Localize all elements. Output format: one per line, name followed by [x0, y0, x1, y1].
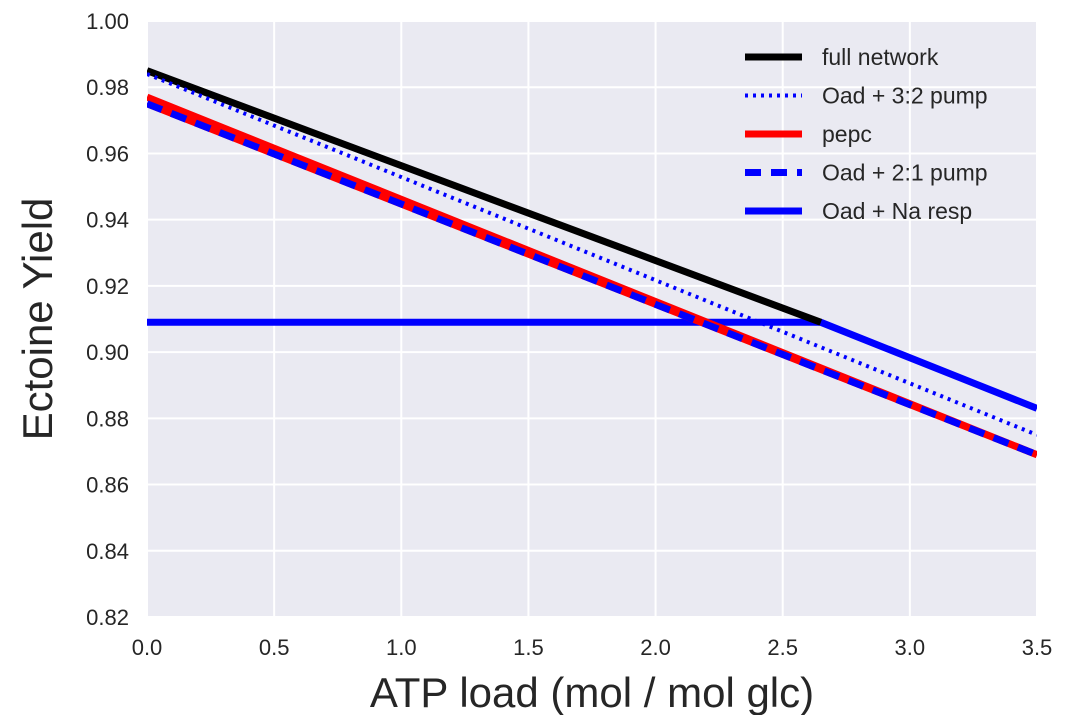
- legend-label: pepc: [822, 121, 872, 147]
- grid-lines: [146, 20, 1038, 618]
- y-tick-label: 0.94: [86, 208, 129, 233]
- y-tick-label: 0.90: [86, 340, 129, 365]
- y-tick-label: 0.88: [86, 406, 129, 431]
- y-tick-label: 0.86: [86, 473, 129, 498]
- x-axis-title: ATP load (mol / mol glc): [370, 669, 814, 715]
- y-tick-label: 0.92: [86, 274, 129, 299]
- series-layer: [147, 67, 1037, 459]
- x-tick-label: 2.5: [767, 635, 798, 660]
- x-tick-label: 2.0: [640, 635, 671, 660]
- y-tick-label: 1.00: [86, 9, 129, 34]
- x-tick-label: 1.0: [386, 635, 417, 660]
- y-axis-title: Ectoine Yield: [14, 198, 61, 441]
- series-line-full-network: [147, 67, 823, 326]
- y-tick-label: 0.84: [86, 539, 129, 564]
- legend-label: Oad + Na resp: [822, 198, 972, 224]
- y-tick-label: 0.98: [86, 75, 129, 100]
- y-tick-label: 0.82: [86, 605, 129, 630]
- legend-label: Oad + 3:2 pump: [822, 83, 988, 109]
- x-tick-label: 0.5: [259, 635, 290, 660]
- x-tick-label: 3.5: [1022, 635, 1053, 660]
- legend-label: Oad + 2:1 pump: [822, 160, 988, 186]
- x-tick-label: 3.0: [895, 635, 926, 660]
- tick-labels: 0.0 0.5 1.0 1.5 2.0 2.5 3.0 3.5 0.82 0.84 0.86 0.88…: [86, 9, 1052, 660]
- legend-label: full network: [822, 44, 939, 70]
- legend: full network Oad + 3:2 pump pepc Oad + 2:1 …: [745, 44, 988, 224]
- series-line-oad-3-2-pump: [147, 72, 1037, 437]
- x-tick-label: 0.0: [132, 635, 163, 660]
- y-tick-label: 0.96: [86, 141, 129, 166]
- series-line-oad-2-1-pump: [147, 100, 1037, 459]
- x-tick-label: 1.5: [513, 635, 544, 660]
